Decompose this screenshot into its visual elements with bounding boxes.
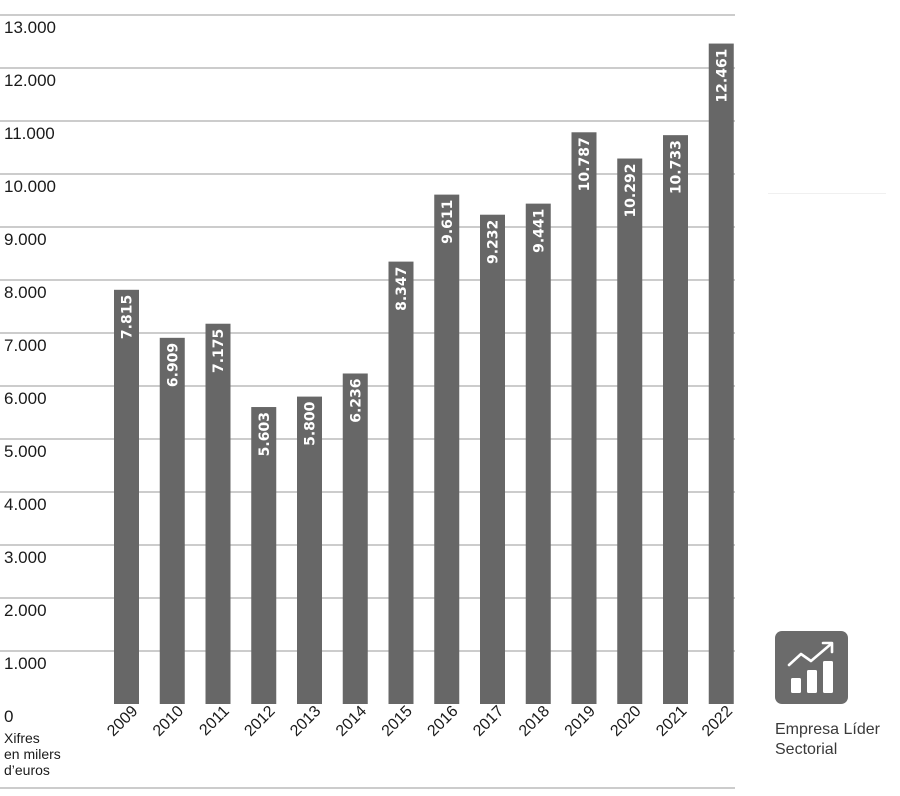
y-tick-label: 7.000 [4,336,47,355]
y-tick-label: 1.000 [4,654,47,673]
y-tick-label: 11.000 [4,124,55,143]
y-tick-label: 12.000 [4,71,56,90]
bar-2009 [114,289,139,704]
data-label: 6.909 [165,343,181,387]
data-label: 10.787 [577,137,593,191]
y-tick-label: 6.000 [4,389,47,408]
x-tick-label: 2019 [562,703,599,740]
data-label: 6.236 [348,378,364,422]
x-tick-label: 2016 [424,703,461,740]
bar-2022 [708,43,734,704]
data-label: 5.800 [303,401,319,446]
x-tick-label: 2012 [241,703,278,740]
y-tick-label: 4.000 [4,495,47,514]
unit-note-line: Xifres [4,730,40,746]
y-tick-label: 5.000 [4,442,47,461]
y-tick-label: 2.000 [4,601,47,620]
data-label: 9.232 [486,220,502,264]
x-tick-label: 2015 [379,703,416,740]
bar-2013 [297,396,322,704]
bar-2021 [663,135,688,704]
unit-note: Xifres en milers d’euros [4,730,124,778]
divider [768,193,886,194]
x-tick-label: 2017 [470,703,507,740]
bar-2010 [159,337,185,704]
chart-growth-icon [787,641,834,693]
data-label: 10.733 [669,140,685,194]
data-label: 9.441 [531,209,547,253]
bar-2016 [434,194,460,704]
bar-2017 [480,214,505,705]
bars: 7.815 6.909 7.175 5.603 5.800 6.236 8.347 9.611… [114,43,734,705]
y-tick-label: 9.000 [4,230,47,249]
y-tick-label: 10.000 [4,177,56,196]
data-label: 9.611 [440,200,456,244]
bar-2014 [342,373,368,704]
y-tick-label: 8.000 [4,283,47,302]
data-label: 7.175 [211,329,227,373]
bar-2015 [388,261,414,704]
bar-2011 [205,323,231,704]
y-tick-label: 0 [4,707,13,726]
unit-note-line: en milers [4,746,61,762]
badge-label: Empresa Líder Sectorial [775,720,900,760]
y-tick-label: 13.000 [4,18,56,37]
data-label: 10.292 [623,164,639,218]
x-tick-label: 2021 [653,703,690,740]
x-tick-label: 2018 [516,703,553,740]
unit-note-line: d’euros [4,762,50,778]
x-tick-label: 2013 [287,703,324,740]
bar-2019 [571,132,597,704]
bar-2020 [617,158,643,705]
x-tick-label: 2020 [607,703,644,740]
x-tick-label: 2011 [196,703,232,739]
data-label: 12.461 [714,49,730,103]
y-axis: 0 1.000 2.000 3.000 4.000 5.000 6.000 7.000 8.00… [4,18,56,726]
empresa-lider-badge [775,631,848,704]
badge-label-line: Empresa Líder [775,721,880,738]
x-axis: 2009 2010 2011 2012 2013 2014 2015 2016 2017 2018… [104,703,736,740]
data-label: 8.347 [394,267,410,311]
data-label: 5.603 [257,412,273,456]
bar-2012 [251,407,277,704]
bar-2018 [525,203,551,704]
badge-label-line: Sectorial [775,741,838,758]
data-label: 7.815 [120,295,136,339]
x-tick-label: 2014 [333,703,370,740]
x-tick-label: 2010 [150,703,187,740]
x-tick-label: 2022 [699,703,736,740]
y-tick-label: 3.000 [4,548,47,567]
